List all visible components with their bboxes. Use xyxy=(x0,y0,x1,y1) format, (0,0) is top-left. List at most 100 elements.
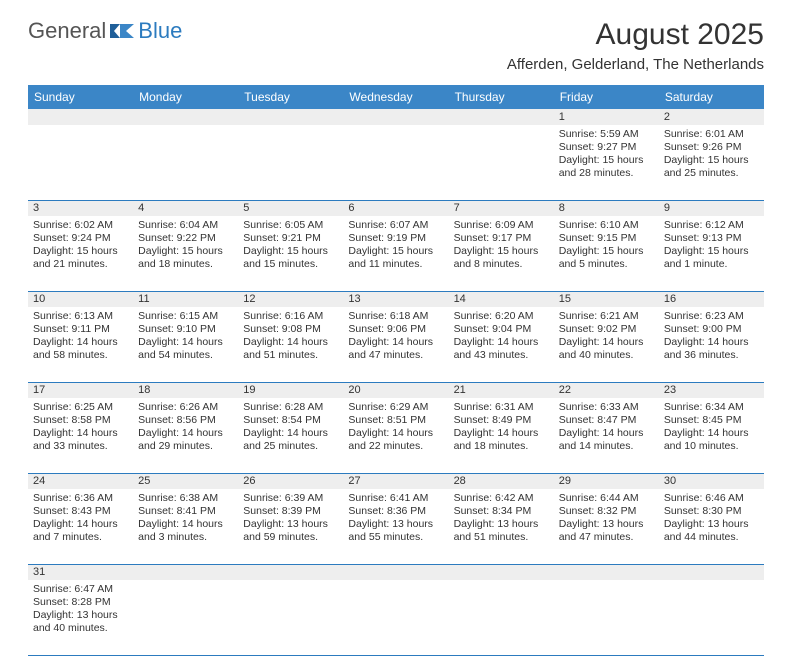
day-cell: Sunrise: 6:15 AMSunset: 9:10 PMDaylight:… xyxy=(133,307,238,382)
sunset-line: Sunset: 8:45 PM xyxy=(664,414,759,427)
sunset-line: Sunset: 8:54 PM xyxy=(243,414,338,427)
day-cell: Sunrise: 6:29 AMSunset: 8:51 PMDaylight:… xyxy=(343,398,448,473)
daylight-line: Daylight: 13 hours and 44 minutes. xyxy=(664,518,759,544)
daylight-line: Daylight: 14 hours and 51 minutes. xyxy=(243,336,338,362)
day-number: 22 xyxy=(554,382,659,398)
day-number xyxy=(659,564,764,580)
sunset-line: Sunset: 8:43 PM xyxy=(33,505,128,518)
day-cell: Sunrise: 6:41 AMSunset: 8:36 PMDaylight:… xyxy=(343,489,448,564)
daylight-line: Daylight: 15 hours and 21 minutes. xyxy=(33,245,128,271)
day-cell: Sunrise: 6:25 AMSunset: 8:58 PMDaylight:… xyxy=(28,398,133,473)
day-header: Thursday xyxy=(449,85,554,109)
day-number: 25 xyxy=(133,473,238,489)
location-text: Afferden, Gelderland, The Netherlands xyxy=(507,56,764,73)
daylight-line: Daylight: 14 hours and 3 minutes. xyxy=(138,518,233,544)
day-number: 11 xyxy=(133,291,238,307)
day-number: 3 xyxy=(28,200,133,216)
day-number: 14 xyxy=(449,291,554,307)
day-header: Sunday xyxy=(28,85,133,109)
day-number: 31 xyxy=(28,564,133,580)
sunrise-line: Sunrise: 6:21 AM xyxy=(559,310,654,323)
day-header: Wednesday xyxy=(343,85,448,109)
day-cell xyxy=(343,125,448,200)
sunset-line: Sunset: 8:30 PM xyxy=(664,505,759,518)
sunset-line: Sunset: 9:19 PM xyxy=(348,232,443,245)
sunset-line: Sunset: 8:32 PM xyxy=(559,505,654,518)
sunrise-line: Sunrise: 6:07 AM xyxy=(348,219,443,232)
sunrise-line: Sunrise: 6:26 AM xyxy=(138,401,233,414)
daylight-line: Daylight: 15 hours and 28 minutes. xyxy=(559,154,654,180)
day-number xyxy=(238,564,343,580)
daylight-line: Daylight: 15 hours and 1 minute. xyxy=(664,245,759,271)
daylight-line: Daylight: 15 hours and 8 minutes. xyxy=(454,245,549,271)
sunrise-line: Sunrise: 6:39 AM xyxy=(243,492,338,505)
day-cell: Sunrise: 6:38 AMSunset: 8:41 PMDaylight:… xyxy=(133,489,238,564)
sunrise-line: Sunrise: 6:34 AM xyxy=(664,401,759,414)
sunrise-line: Sunrise: 6:05 AM xyxy=(243,219,338,232)
week-row: Sunrise: 5:59 AMSunset: 9:27 PMDaylight:… xyxy=(28,125,764,200)
day-number xyxy=(449,564,554,580)
daylight-line: Daylight: 13 hours and 47 minutes. xyxy=(559,518,654,544)
day-header-row: SundayMondayTuesdayWednesdayThursdayFrid… xyxy=(28,85,764,109)
day-number: 26 xyxy=(238,473,343,489)
day-number xyxy=(343,564,448,580)
daylight-line: Daylight: 14 hours and 25 minutes. xyxy=(243,427,338,453)
day-number: 2 xyxy=(659,109,764,125)
sunset-line: Sunset: 8:34 PM xyxy=(454,505,549,518)
day-number: 5 xyxy=(238,200,343,216)
day-cell: Sunrise: 6:13 AMSunset: 9:11 PMDaylight:… xyxy=(28,307,133,382)
daylight-line: Daylight: 13 hours and 51 minutes. xyxy=(454,518,549,544)
daylight-line: Daylight: 14 hours and 14 minutes. xyxy=(559,427,654,453)
day-number: 10 xyxy=(28,291,133,307)
sunrise-line: Sunrise: 6:12 AM xyxy=(664,219,759,232)
sunset-line: Sunset: 9:11 PM xyxy=(33,323,128,336)
daylight-line: Daylight: 14 hours and 10 minutes. xyxy=(664,427,759,453)
sunrise-line: Sunrise: 6:01 AM xyxy=(664,128,759,141)
week-row: Sunrise: 6:13 AMSunset: 9:11 PM Daylight:… xyxy=(28,307,764,382)
sunrise-line: Sunrise: 6:18 AM xyxy=(348,310,443,323)
day-number xyxy=(28,109,133,125)
calendar-table: SundayMondayTuesdayWednesdayThursdayFrid… xyxy=(28,85,764,656)
day-cell xyxy=(238,580,343,655)
sunset-line: Sunset: 9:06 PM xyxy=(348,323,443,336)
day-number xyxy=(449,109,554,125)
day-cell: Sunrise: 6:18 AMSunset: 9:06 PMDaylight:… xyxy=(343,307,448,382)
sunrise-line: Sunrise: 6:13 AM xyxy=(33,310,128,323)
day-number: 13 xyxy=(343,291,448,307)
day-number: 12 xyxy=(238,291,343,307)
day-cell xyxy=(449,580,554,655)
sunrise-line: Sunrise: 6:31 AM xyxy=(454,401,549,414)
day-number: 9 xyxy=(659,200,764,216)
day-number: 29 xyxy=(554,473,659,489)
daylight-line: Daylight: 14 hours and 40 minutes. xyxy=(559,336,654,362)
daylight-line: Daylight: 15 hours and 5 minutes. xyxy=(559,245,654,271)
sunset-line: Sunset: 8:58 PM xyxy=(33,414,128,427)
sunrise-line: Sunrise: 5:59 AM xyxy=(559,128,654,141)
day-cell: Sunrise: 6:23 AMSunset: 9:00 PMDaylight:… xyxy=(659,307,764,382)
sunset-line: Sunset: 8:36 PM xyxy=(348,505,443,518)
sunset-line: Sunset: 8:41 PM xyxy=(138,505,233,518)
sunrise-line: Sunrise: 6:28 AM xyxy=(243,401,338,414)
day-cell xyxy=(659,580,764,655)
sunset-line: Sunset: 8:28 PM xyxy=(33,596,128,609)
daynum-row: 24252627282930 xyxy=(28,473,764,489)
day-cell: Sunrise: 6:02 AMSunset: 9:24 PMDaylight:… xyxy=(28,216,133,291)
day-number xyxy=(343,109,448,125)
day-cell: Sunrise: 6:44 AMSunset: 8:32 PMDaylight:… xyxy=(554,489,659,564)
logo-text-b: Blue xyxy=(138,18,182,44)
daylight-line: Daylight: 14 hours and 36 minutes. xyxy=(664,336,759,362)
sunrise-line: Sunrise: 6:15 AM xyxy=(138,310,233,323)
day-cell xyxy=(133,580,238,655)
sunrise-line: Sunrise: 6:10 AM xyxy=(559,219,654,232)
daylight-line: Daylight: 14 hours and 18 minutes. xyxy=(454,427,549,453)
day-cell: Sunrise: 6:28 AMSunset: 8:54 PMDaylight:… xyxy=(238,398,343,473)
day-cell: Sunrise: 6:36 AMSunset: 8:43 PMDaylight:… xyxy=(28,489,133,564)
daynum-row: 10111213141516 xyxy=(28,291,764,307)
day-number: 4 xyxy=(133,200,238,216)
sunrise-line: Sunrise: 6:16 AM xyxy=(243,310,338,323)
day-cell: Sunrise: 6:05 AMSunset: 9:21 PMDaylight:… xyxy=(238,216,343,291)
day-number xyxy=(554,564,659,580)
day-cell: Sunrise: 6:42 AMSunset: 8:34 PMDaylight:… xyxy=(449,489,554,564)
day-cell: Sunrise: 6:39 AMSunset: 8:39 PMDaylight:… xyxy=(238,489,343,564)
daylight-line: Daylight: 14 hours and 7 minutes. xyxy=(33,518,128,544)
